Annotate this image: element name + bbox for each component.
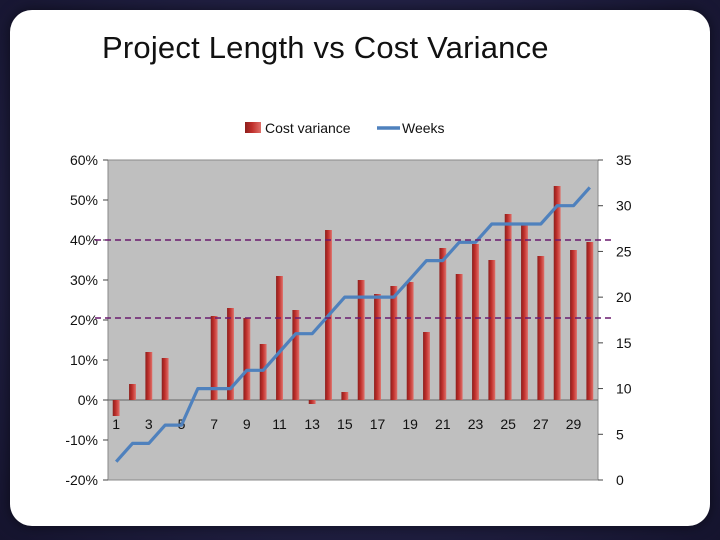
y-right-tick-label: 20 (616, 289, 632, 305)
y-right-tick-label: 15 (616, 335, 632, 351)
x-tick-label: 7 (210, 416, 218, 432)
bar-cost-variance (455, 274, 463, 400)
plot-area: -20% -10% 0% 10% 20% 30% 40% 50% 60% 0 5 10 15 20 25 30… (65, 152, 631, 488)
x-tick-label: 25 (500, 416, 516, 432)
bar-cost-variance (243, 318, 251, 400)
bar-cost-variance (259, 344, 267, 400)
bar-cost-variance (145, 352, 153, 400)
x-tick-label: 23 (468, 416, 484, 432)
bar-cost-variance (553, 186, 561, 400)
legend-swatch-cost-variance (245, 122, 261, 133)
bar-cost-variance (129, 384, 136, 400)
bar-cost-variance (504, 214, 512, 400)
bar-cost-variance (292, 310, 300, 400)
x-tick-label: 15 (337, 416, 353, 432)
bar-cost-variance (406, 282, 414, 400)
bar-cost-variance (521, 224, 528, 400)
y-right-tick-label: 30 (616, 198, 632, 214)
y-right-tick-label: 5 (616, 426, 624, 442)
x-tick-label: 17 (370, 416, 386, 432)
bar-cost-variance (210, 316, 218, 400)
y-left-tick-label: 30% (70, 272, 98, 288)
bar-cost-variance (570, 250, 577, 400)
y-right-tick-label: 25 (616, 243, 632, 259)
bar-cost-variance (423, 332, 430, 400)
line-weeks (115, 186, 591, 463)
bar-cost-variance (439, 248, 447, 400)
plot-background (107, 159, 599, 481)
y-left-tick-label: -10% (65, 432, 98, 448)
x-tick-label: 21 (435, 416, 451, 432)
bar-cost-variance (227, 308, 234, 400)
bar-cost-variance (537, 256, 545, 400)
y-right-tick-label: 35 (616, 152, 632, 168)
bar-cost-variance (357, 280, 365, 400)
y-left-tick-label: 10% (70, 352, 98, 368)
bar-cost-variance (390, 286, 398, 400)
bar-cost-variance (374, 294, 381, 400)
x-tick-label: 3 (145, 416, 153, 432)
slide-title: Project Length vs Cost Variance (102, 30, 549, 65)
y-left-tick-label: 0% (78, 392, 98, 408)
y-left-tick-label: 60% (70, 152, 98, 168)
y-left-tick-label: 50% (70, 192, 98, 208)
bar-cost-variance (341, 392, 349, 400)
bar-cost-variance (276, 276, 283, 400)
x-tick-label: 19 (402, 416, 418, 432)
x-tick-label: 11 (272, 416, 287, 432)
bar-cost-variance (308, 400, 316, 404)
x-tick-label: 29 (566, 416, 582, 432)
bar-cost-variance (472, 244, 479, 400)
bar-cost-variance (112, 400, 120, 416)
y-left-tick-label: 40% (70, 232, 98, 248)
x-tick-label: 1 (112, 416, 120, 432)
bar-cost-variance (161, 358, 169, 400)
x-tick-label: 13 (304, 416, 320, 432)
y-right-tick-label: 0 (616, 472, 624, 488)
legend: Cost variance Weeks (245, 120, 445, 136)
y-right-tick-label: 10 (616, 381, 632, 397)
x-tick-label: 9 (243, 416, 251, 432)
legend-label-weeks: Weeks (402, 120, 445, 136)
bar-cost-variance (488, 260, 496, 400)
y-left-tick-label: -20% (65, 472, 98, 488)
y-left-tick-label: 20% (70, 312, 98, 328)
legend-label-cost-variance: Cost variance (265, 120, 351, 136)
bar-cost-variance (586, 242, 594, 400)
x-tick-label: 27 (533, 416, 549, 432)
